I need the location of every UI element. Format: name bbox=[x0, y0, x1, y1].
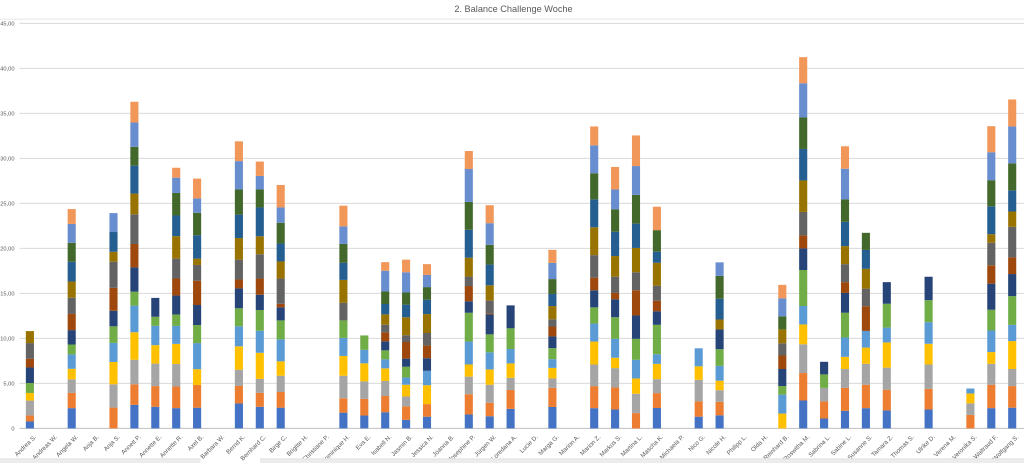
svg-text:10,00: 10,00 bbox=[0, 337, 14, 343]
svg-text:40,00: 40,00 bbox=[0, 67, 14, 73]
svg-text:20,00: 20,00 bbox=[0, 247, 14, 253]
svg-text:0: 0 bbox=[11, 427, 14, 433]
svg-text:25,00: 25,00 bbox=[0, 202, 14, 208]
svg-text:45,00: 45,00 bbox=[0, 22, 14, 28]
svg-text:35,00: 35,00 bbox=[0, 112, 14, 118]
svg-text:30,00: 30,00 bbox=[0, 157, 14, 163]
svg-text:2. Balance Challenge Woche: 2. Balance Challenge Woche bbox=[454, 4, 572, 14]
svg-text:15,00: 15,00 bbox=[0, 292, 14, 298]
svg-text:5,00: 5,00 bbox=[3, 382, 14, 388]
